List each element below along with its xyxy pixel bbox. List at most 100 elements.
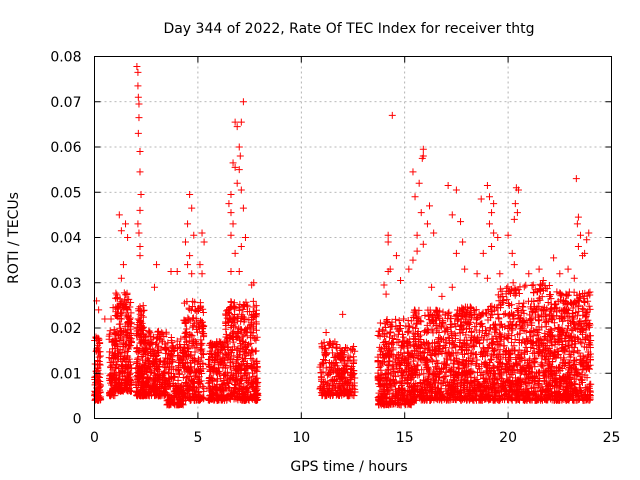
data-point: [238, 337, 246, 345]
data-point: [330, 367, 338, 375]
data-point: [318, 344, 326, 352]
data-point: [485, 193, 493, 201]
data-point: [473, 368, 481, 376]
data-point: [543, 317, 551, 325]
data-point: [230, 362, 238, 370]
data-point: [504, 334, 512, 342]
data-point: [463, 336, 471, 344]
data-point: [381, 390, 389, 398]
data-point: [249, 379, 257, 387]
data-point: [199, 325, 207, 333]
data-point: [415, 313, 423, 321]
data-point: [196, 261, 204, 269]
data-point: [143, 356, 151, 364]
data-point: [520, 299, 528, 307]
data-point: [409, 329, 417, 337]
data-point: [576, 290, 584, 298]
data-point: [430, 346, 438, 354]
data-point: [174, 362, 182, 370]
data-point: [532, 369, 540, 377]
data-point: [566, 359, 574, 367]
data-point: [500, 310, 508, 318]
data-point: [134, 220, 142, 228]
data-point: [579, 366, 587, 374]
data-point: [586, 323, 594, 331]
data-point: [143, 364, 151, 372]
data-point: [573, 368, 581, 376]
data-point: [489, 369, 497, 377]
data-point: [554, 324, 562, 332]
data-point: [233, 356, 241, 364]
data-point: [475, 365, 483, 373]
data-point: [424, 327, 432, 335]
data-point: [434, 307, 442, 315]
data-point: [401, 366, 409, 374]
data-point: [540, 303, 548, 311]
data-point: [530, 358, 538, 366]
data-point: [502, 369, 510, 377]
data-point: [187, 331, 195, 339]
data-point: [498, 320, 505, 328]
data-point: [406, 361, 414, 369]
data-point: [448, 344, 456, 352]
data-point: [421, 396, 429, 404]
data-point: [205, 383, 213, 391]
data-point: [173, 337, 181, 345]
data-point: [206, 347, 214, 355]
data-point: [114, 331, 122, 339]
data-point: [537, 361, 545, 369]
data-point: [553, 312, 561, 320]
data-point: [185, 394, 193, 402]
data-point: [188, 270, 196, 278]
data-point: [125, 337, 133, 345]
data-point: [480, 387, 488, 395]
data-point: [183, 385, 191, 393]
data-point: [149, 359, 157, 367]
data-point: [183, 350, 191, 358]
data-point: [159, 338, 167, 346]
data-point: [164, 358, 172, 366]
data-point: [520, 396, 528, 404]
data-point: [548, 339, 555, 347]
data-point: [112, 364, 120, 372]
data-point: [538, 280, 546, 288]
data-point: [513, 390, 521, 398]
data-point: [575, 349, 583, 357]
data-point: [539, 305, 547, 313]
data-point: [184, 386, 192, 394]
data-point: [235, 370, 243, 378]
data-point: [124, 345, 132, 353]
data-point: [207, 339, 215, 347]
data-point: [459, 324, 467, 332]
data-point: [377, 345, 385, 353]
data-point: [180, 349, 188, 357]
data-point: [585, 229, 593, 237]
data-point: [144, 338, 152, 346]
data-point: [528, 282, 536, 290]
data-point: [122, 386, 130, 394]
data-point: [583, 333, 591, 341]
data-point: [484, 382, 492, 390]
data-point: [196, 367, 204, 375]
data-point: [123, 295, 131, 303]
data-point: [233, 317, 241, 325]
data-point: [551, 301, 559, 309]
data-point: [466, 388, 474, 396]
data-point: [586, 288, 594, 296]
data-point: [317, 374, 325, 382]
data-point: [227, 231, 235, 239]
data-point: [252, 313, 260, 321]
data-point: [503, 396, 511, 404]
data-point: [555, 339, 563, 347]
data-point: [449, 381, 457, 389]
data-point: [342, 343, 350, 351]
data-point: [209, 353, 216, 361]
data-point: [200, 330, 208, 338]
data-point: [222, 330, 230, 338]
data-point: [537, 387, 545, 395]
data-point: [222, 362, 230, 370]
data-point: [400, 315, 408, 323]
data-point: [502, 388, 510, 396]
data-point: [572, 309, 580, 317]
data-point: [336, 375, 344, 383]
